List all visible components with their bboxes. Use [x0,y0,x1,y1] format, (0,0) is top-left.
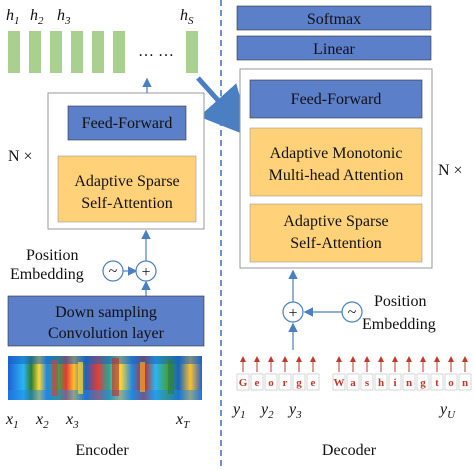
encoder-input-labels: x1 x2 x3 xT [5,411,190,431]
encoder-sine-symbol: ~ [109,263,118,280]
linear-label: Linear [313,41,355,58]
token-char: a [350,377,356,389]
encoder-hidden-labels: h1 h2 h3 hS [6,7,194,27]
output-label-3: y3 [287,401,302,421]
linear-box [236,35,432,61]
encoder-feed-forward-box [67,105,187,141]
encoder-caption: Encoder [75,442,129,459]
token-char: i [393,377,396,389]
hidden-label-2: h2 [30,7,44,27]
token-char: e [255,377,260,389]
hidden-label-s: hS [180,7,194,27]
hidden-state-bar [92,31,104,73]
decoder-feed-forward-box [249,79,423,119]
token-box [360,373,374,391]
token-box [388,373,402,391]
decoder-position-line1: Position [374,293,426,310]
token-char: W [334,377,345,389]
token-box [278,373,292,391]
token-box [374,373,388,391]
downsampling-label-line1: Down sampling [55,304,157,321]
token-box [444,373,458,391]
encoder-self-attention-line2: Self-Attention [81,195,173,212]
input-label-t: xT [175,411,190,431]
input-label-1: x1 [5,411,19,431]
hidden-state-bar [71,31,83,73]
token-char: r [283,377,288,389]
token-box [458,373,472,391]
decoder-feed-forward-label: Feed-Forward [291,91,382,108]
encoder-repeat-label: N × [8,148,33,165]
monotonic-attention-line2: Multi-head Attention [269,167,404,184]
hidden-state-bar [8,31,20,73]
decoder-add-icon [282,301,304,323]
token-char: g [296,377,302,389]
monotonic-attention-box [249,127,423,197]
output-label-2: y2 [259,401,274,421]
token-char: h [378,377,384,389]
decoder-position-line2: Embedding [362,316,436,333]
token-box [236,373,250,391]
token-char: s [365,377,370,389]
token-char: n [462,377,468,389]
decoder-caption: Decoder [322,442,377,459]
downsampling-label-line2: Convolution layer [48,325,165,342]
token-char: g [420,377,426,389]
token-box [250,373,264,391]
decoder-repeat-label: N × [438,162,463,179]
input-label-2: x2 [35,411,49,431]
spectrogram-image [8,356,202,400]
encoder-position-line1: Position [26,247,78,264]
token-box [264,373,278,391]
hidden-ellipsis: … … [138,43,174,60]
encoder-to-decoder-arrow [196,76,252,138]
token-box [306,373,320,391]
input-label-3: x3 [65,411,79,431]
hidden-state-bar [50,31,62,73]
decoder-self-attention-line1: Adaptive Sparse [283,213,388,230]
token-char: t [435,377,439,389]
monotonic-attention-line1: Adaptive Monotonic [270,145,403,162]
token-char: o [448,377,454,389]
token-box [332,373,346,391]
encoder-hidden-states: … … [8,31,198,73]
encoder-feed-forward-label: Feed-Forward [82,115,173,132]
encoder-add-symbol: + [141,264,150,281]
output-label-u: yU [438,401,456,421]
hidden-state-bar [186,31,198,73]
decoder-self-attention-line2: Self-Attention [290,235,382,252]
decoder-add-symbol: + [288,305,297,322]
encoder-self-attention-line1: Adaptive Sparse [74,173,179,190]
token-box [430,373,444,391]
token-box [416,373,430,391]
token-char: G [239,377,248,389]
decoder-output-labels: y1 y2 y3 yU [231,401,456,421]
hidden-label-3: h3 [57,7,71,27]
token-char: o [268,377,274,389]
hidden-label-1: h1 [6,7,20,27]
token-box [402,373,416,391]
encoder-position-line2: Embedding [10,266,84,283]
softmax-label: Softmax [307,11,361,28]
hidden-state-bar [113,31,125,73]
decoder-self-attention-box [249,203,423,263]
downsampling-conv-box [7,295,205,347]
decoder-sine-symbol: ~ [348,304,357,321]
token-char: n [406,377,412,389]
token-char: e [311,377,316,389]
hidden-state-bar [29,31,41,73]
softmax-box [236,5,432,31]
decoder-sine-icon [341,301,363,323]
token-box [292,373,306,391]
output-label-1: y1 [231,401,246,421]
encoder-self-attention-box [57,155,197,223]
token-box [346,373,360,391]
